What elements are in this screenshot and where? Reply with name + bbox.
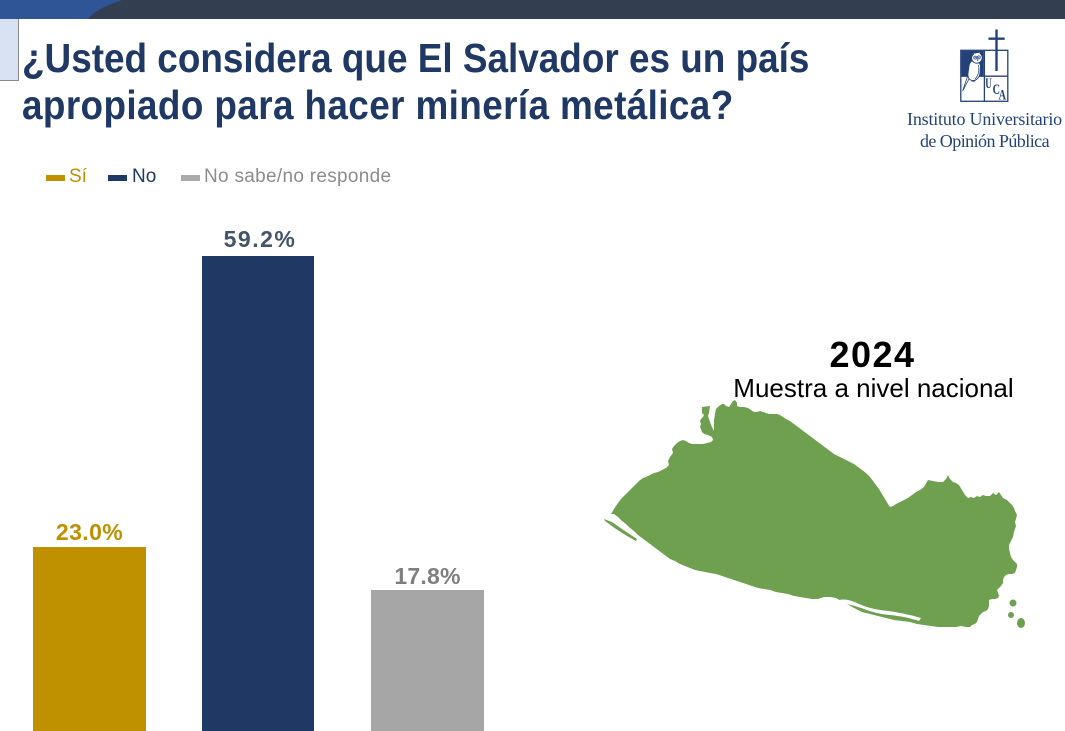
svg-text:U: U	[985, 76, 992, 92]
svg-text:C: C	[993, 82, 1000, 98]
svg-text:A: A	[999, 88, 1007, 104]
